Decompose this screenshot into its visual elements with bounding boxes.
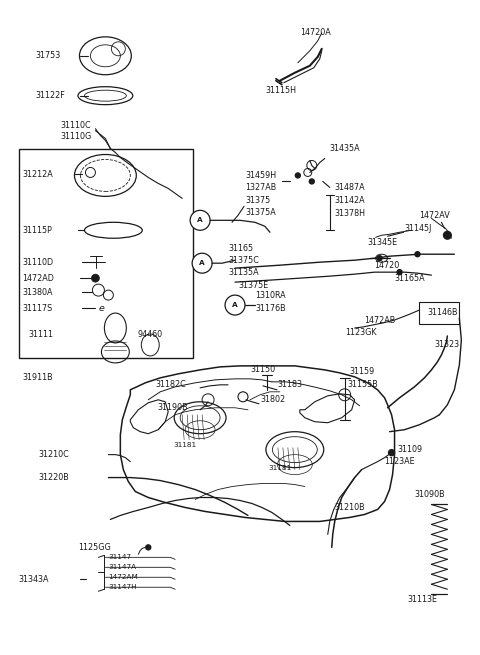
Text: 31459H: 31459H [245, 171, 276, 180]
Circle shape [309, 179, 314, 184]
Text: 1310RA: 1310RA [255, 291, 286, 299]
Text: 1472AD: 1472AD [23, 274, 55, 283]
Text: 31375E: 31375E [238, 280, 268, 290]
Text: 31165: 31165 [228, 244, 253, 253]
Text: 31142A: 31142A [335, 196, 365, 205]
Text: 31115H: 31115H [265, 86, 296, 95]
Text: 31135A: 31135A [228, 268, 259, 276]
Text: 31090B: 31090B [415, 490, 445, 499]
Text: 31111: 31111 [29, 331, 54, 339]
Text: 31375: 31375 [245, 196, 270, 205]
Circle shape [397, 270, 402, 274]
Text: 31110C: 31110C [60, 121, 91, 130]
Circle shape [190, 210, 210, 231]
Text: 31117S: 31117S [23, 303, 53, 312]
Text: 1472AB: 1472AB [365, 316, 396, 324]
Text: 31323: 31323 [434, 341, 459, 350]
Text: 31345E: 31345E [368, 238, 398, 247]
Circle shape [91, 274, 99, 282]
Text: 31159: 31159 [350, 367, 375, 377]
Text: 31190B: 31190B [157, 403, 188, 412]
Text: e: e [98, 303, 104, 312]
Text: 31115P: 31115P [23, 226, 52, 234]
Text: 31375C: 31375C [228, 255, 259, 265]
Text: 31181: 31181 [268, 464, 291, 470]
Circle shape [377, 255, 382, 261]
Text: 31147: 31147 [108, 554, 132, 560]
Text: 31110D: 31110D [23, 257, 54, 267]
Text: 31210B: 31210B [335, 503, 365, 512]
Circle shape [295, 173, 300, 178]
Text: 1125GG: 1125GG [78, 543, 111, 552]
Text: 31176B: 31176B [255, 303, 286, 312]
Text: 31380A: 31380A [23, 288, 53, 297]
Text: 31210C: 31210C [38, 450, 69, 459]
Circle shape [146, 545, 151, 550]
Text: 31109: 31109 [397, 445, 423, 454]
Text: 1327AB: 1327AB [245, 183, 276, 192]
Text: 94460: 94460 [137, 331, 162, 339]
Text: A: A [199, 260, 205, 266]
Text: 31155B: 31155B [348, 381, 378, 389]
Text: 31378H: 31378H [335, 209, 366, 218]
Text: 31183: 31183 [278, 381, 303, 389]
Circle shape [444, 231, 451, 239]
Text: A: A [232, 302, 238, 308]
Circle shape [225, 295, 245, 315]
Text: 1472AM: 1472AM [108, 574, 138, 580]
Text: 31487A: 31487A [335, 183, 365, 192]
Text: 14720A: 14720A [300, 28, 331, 37]
Circle shape [389, 449, 395, 456]
Text: 31113E: 31113E [408, 595, 437, 604]
Text: 1123GK: 1123GK [345, 329, 376, 337]
Bar [420, 302, 459, 324]
Text: A: A [197, 217, 203, 223]
Text: 31375A: 31375A [245, 208, 276, 217]
Text: 31150: 31150 [250, 365, 275, 375]
Text: 14720: 14720 [374, 261, 400, 270]
Text: 31145J: 31145J [405, 224, 432, 233]
Text: 31122F: 31122F [36, 91, 65, 100]
Text: 31753: 31753 [36, 51, 61, 60]
Text: 31110G: 31110G [60, 132, 92, 141]
Circle shape [415, 252, 420, 257]
Bar [19, 149, 193, 358]
Text: 1472AV: 1472AV [420, 211, 450, 220]
Text: 31165A: 31165A [395, 274, 425, 283]
Text: 31220B: 31220B [38, 473, 69, 482]
Text: 31182C: 31182C [155, 381, 186, 389]
Text: 31181: 31181 [173, 441, 196, 447]
Text: 31147A: 31147A [108, 565, 136, 571]
Text: 31343A: 31343A [19, 575, 49, 584]
Text: 31147H: 31147H [108, 584, 137, 590]
Text: 31911B: 31911B [23, 373, 53, 383]
Text: 1123AE: 1123AE [384, 457, 415, 466]
Text: 31435A: 31435A [330, 144, 360, 153]
Text: 31802: 31802 [260, 395, 285, 404]
Text: 31212A: 31212A [23, 170, 53, 179]
Circle shape [192, 253, 212, 273]
Text: 31146B: 31146B [428, 308, 458, 316]
